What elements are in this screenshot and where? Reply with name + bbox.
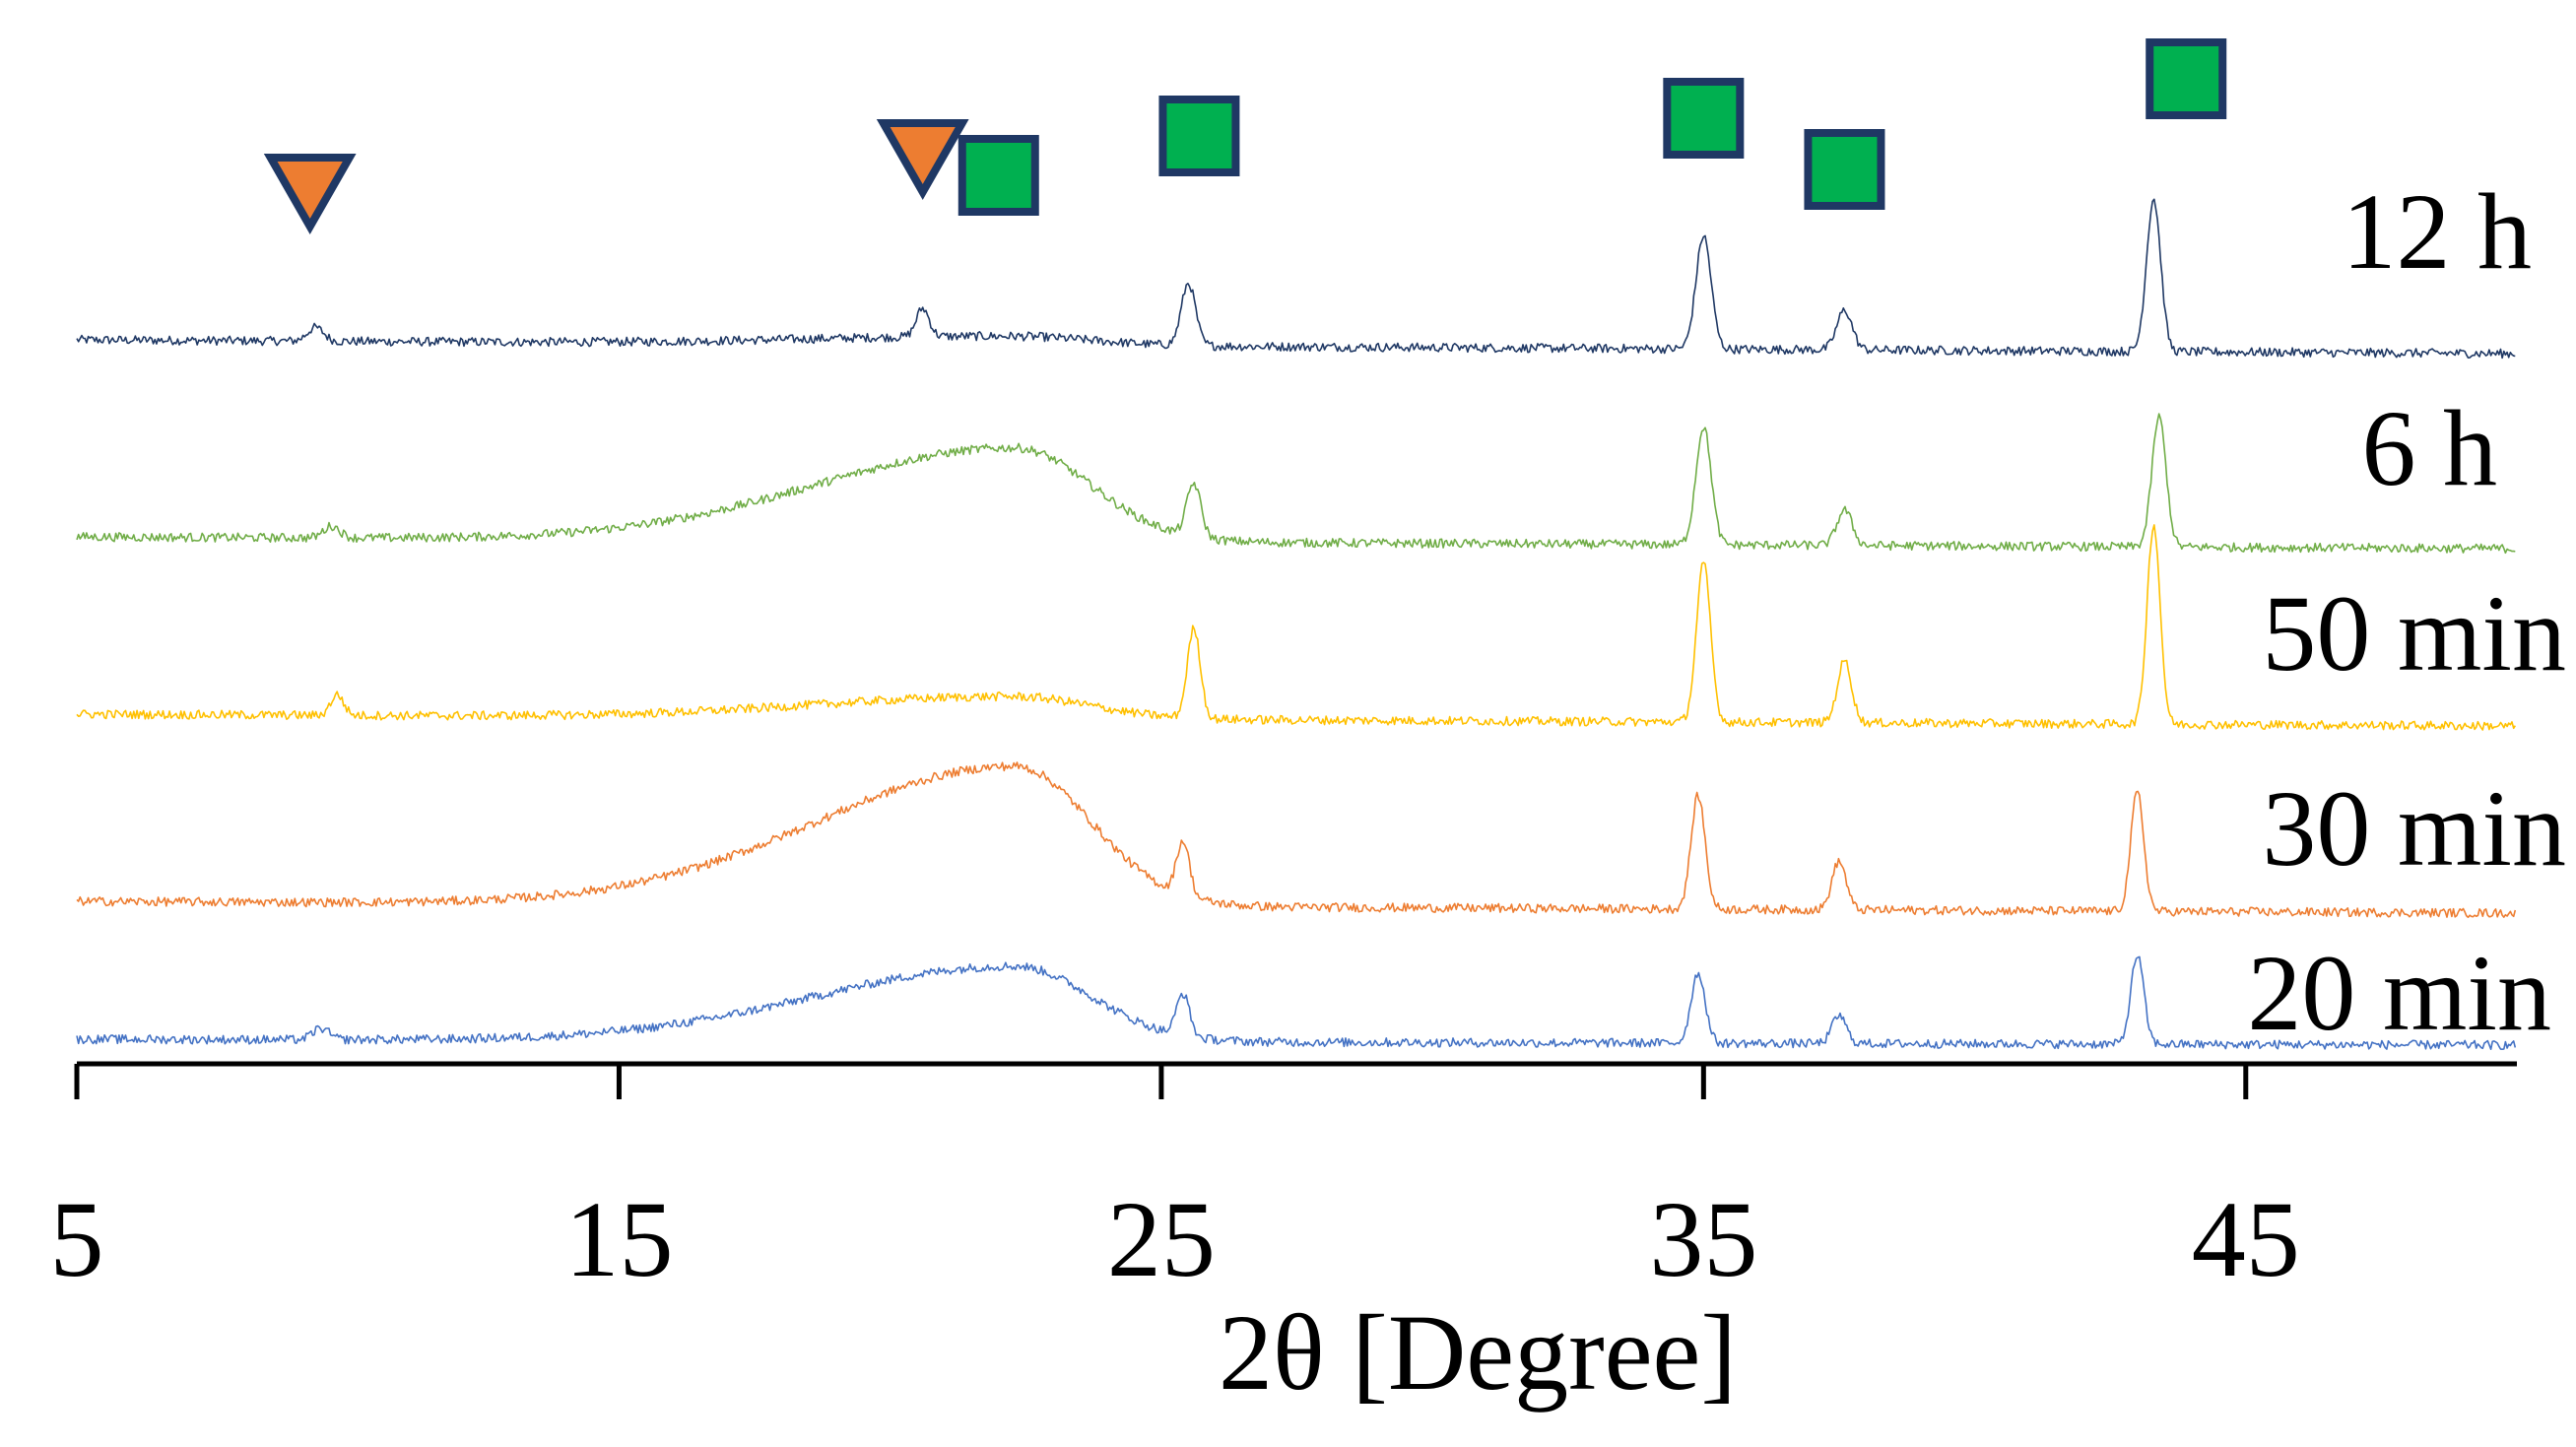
series-line-30-min: [76, 761, 2517, 919]
x-tick-label: 45: [2192, 1179, 2300, 1299]
x-tick-label: 15: [564, 1179, 673, 1299]
series-line-6-h: [76, 413, 2516, 555]
series-label-20-min: 20 min: [2247, 933, 2551, 1053]
series-layer: [76, 198, 2517, 1050]
series-line-20-min: [76, 955, 2517, 1050]
series-label-30-min: 30 min: [2262, 768, 2566, 888]
phase-marker-layer: [263, 38, 2227, 235]
square-marker: [2146, 38, 2227, 119]
x-tick-label: 25: [1107, 1179, 1216, 1299]
series-label-12-h: 12 h: [2343, 171, 2533, 292]
x-axis-ticks: 5 15 25 35 45: [50, 1064, 2300, 1299]
series-label-layer: 12 h 6 h 50 min 30 min 20 min: [2247, 171, 2566, 1053]
square-marker: [1158, 96, 1240, 176]
x-tick-label: 5: [50, 1179, 104, 1299]
series-label-6-h: 6 h: [2362, 388, 2498, 508]
x-axis-title: 2θ [Degree]: [1219, 1292, 1737, 1413]
series-line-12-h: [76, 198, 2516, 360]
square-marker: [1663, 78, 1745, 159]
square-marker: [958, 135, 1039, 216]
triangle-marker: [263, 154, 357, 235]
triangle-marker: [876, 119, 969, 201]
x-tick-label: 35: [1649, 1179, 1757, 1299]
series-label-50-min: 50 min: [2262, 573, 2566, 693]
series-line-50-min: [76, 524, 2516, 731]
square-marker: [1804, 129, 1885, 210]
